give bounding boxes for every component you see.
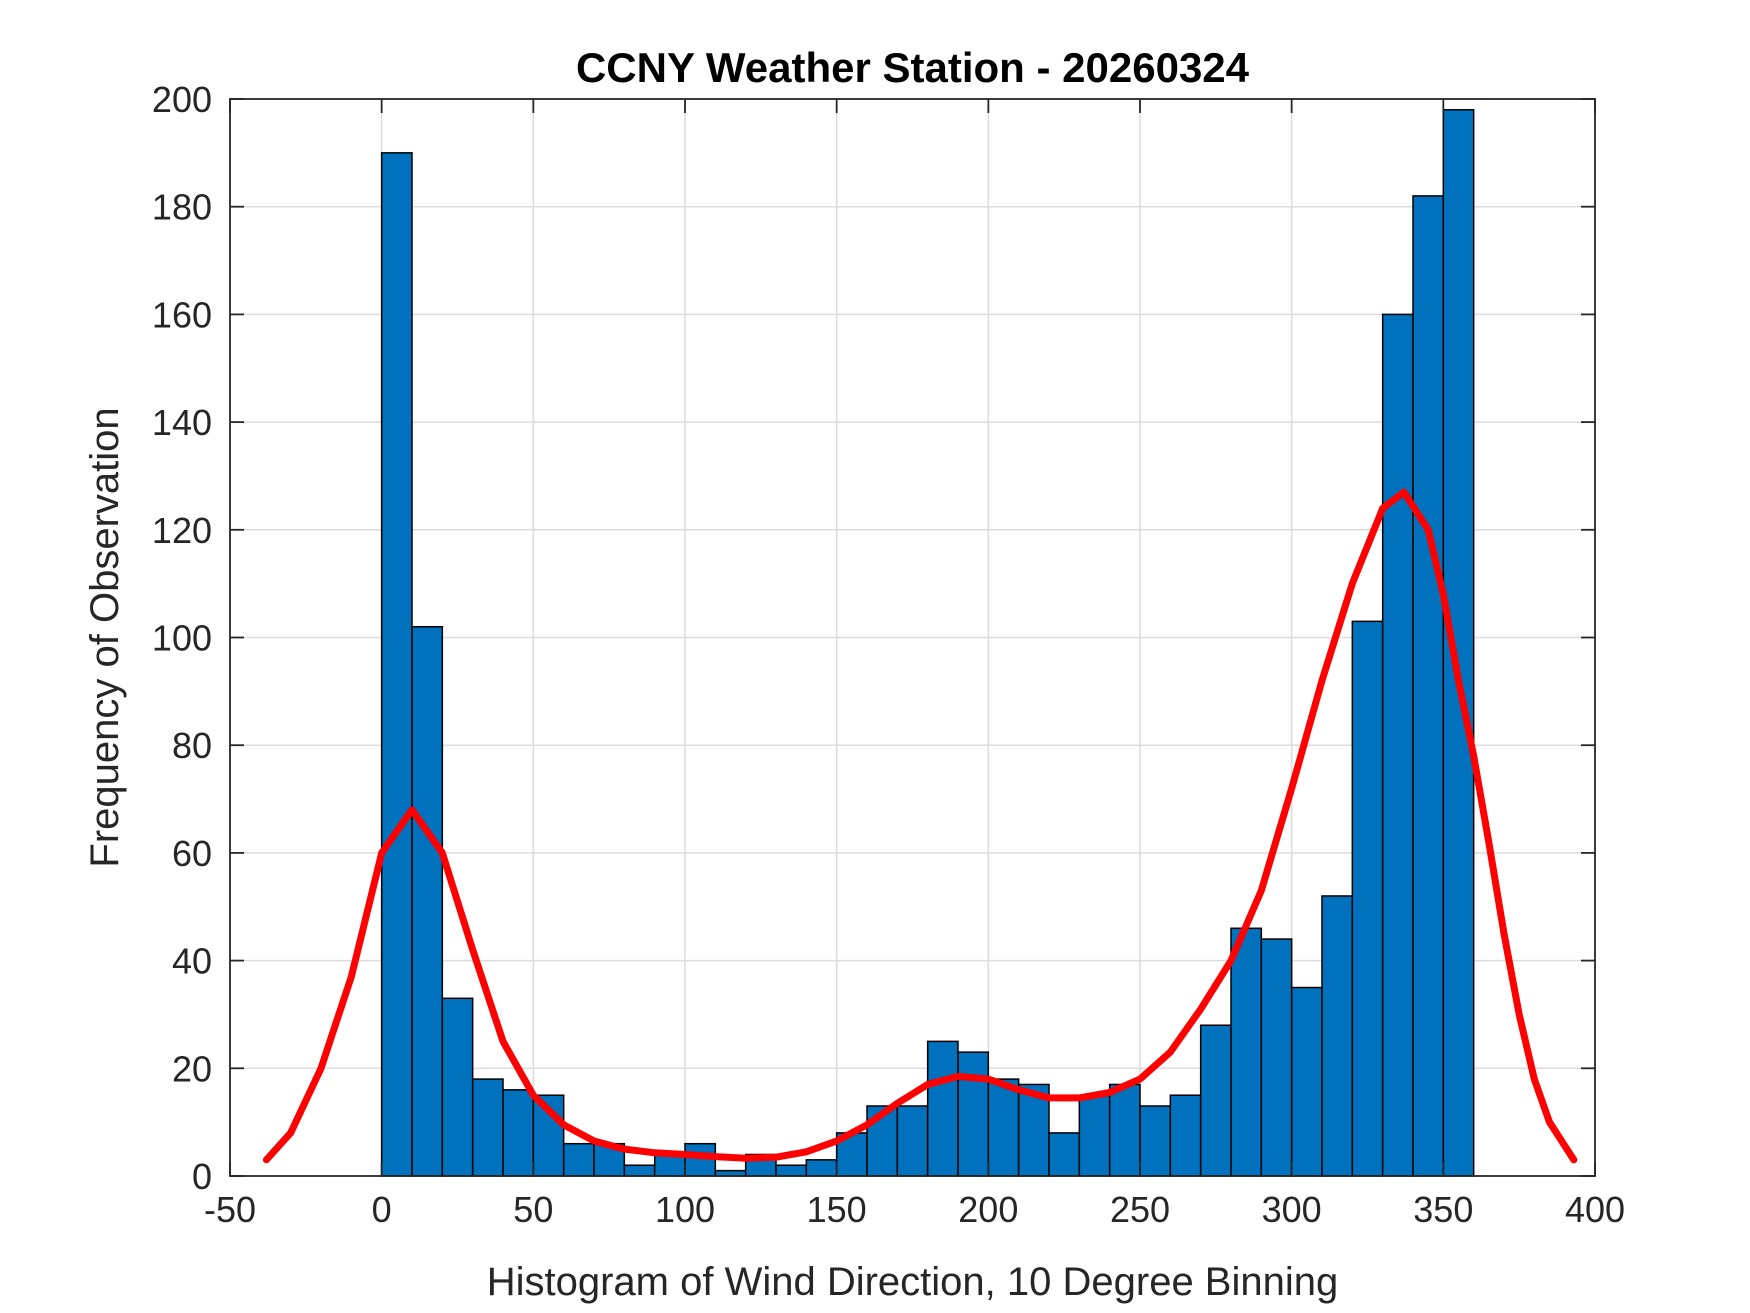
histogram-bar — [623, 1164, 656, 1177]
tick-layer: -50 0 50 100 150 200 250 300 350 4000204060801001… — [152, 79, 1625, 1230]
histogram-bar — [1048, 1132, 1081, 1177]
histogram-bar — [1260, 938, 1293, 1177]
histogram-bar — [380, 152, 413, 1177]
y-tick-label: 60 — [172, 833, 212, 874]
histogram-bar — [866, 1105, 899, 1177]
histogram-bar — [1139, 1105, 1172, 1177]
histogram-bar — [1169, 1094, 1202, 1177]
histogram-bar — [1351, 620, 1384, 1177]
histogram-bar — [1381, 313, 1414, 1177]
y-tick-label: 0 — [192, 1156, 212, 1197]
x-tick-label: 100 — [655, 1189, 715, 1230]
y-tick-label: 140 — [152, 402, 212, 443]
histogram-bar — [1321, 895, 1354, 1177]
x-tick-label: 250 — [1110, 1189, 1170, 1230]
histogram-bar — [411, 625, 444, 1177]
y-tick-label: 80 — [172, 725, 212, 766]
histogram-bar — [805, 1159, 838, 1177]
histogram-bar — [684, 1142, 717, 1177]
histogram-bar — [1412, 195, 1445, 1177]
x-tick-label: 200 — [958, 1189, 1018, 1230]
x-tick-label: -50 — [204, 1189, 256, 1230]
histogram-bar — [1108, 1083, 1141, 1177]
histogram-bar — [896, 1105, 929, 1177]
histogram-bar — [562, 1142, 595, 1177]
chart-title: CCNY Weather Station - 20260324 — [576, 44, 1250, 91]
x-tick-label: 0 — [372, 1189, 392, 1230]
y-tick-label: 20 — [172, 1048, 212, 1089]
y-tick-label: 160 — [152, 294, 212, 335]
y-tick-label: 40 — [172, 941, 212, 982]
histogram-bar — [926, 1040, 959, 1177]
histogram-bar — [1230, 927, 1263, 1177]
histogram-bar — [1290, 986, 1323, 1177]
histogram-bar — [502, 1089, 535, 1177]
histogram-bar — [1078, 1094, 1111, 1177]
histogram-bar — [957, 1051, 990, 1177]
y-tick-label: 120 — [152, 510, 212, 551]
density-curve — [262, 488, 1578, 1164]
y-tick-label: 200 — [152, 79, 212, 120]
histogram-bar — [441, 997, 474, 1177]
x-tick-label: 50 — [513, 1189, 553, 1230]
x-tick-label: 400 — [1565, 1189, 1625, 1230]
x-tick-label: 150 — [807, 1189, 867, 1230]
histogram-bar — [471, 1078, 504, 1177]
histogram-bar — [1199, 1024, 1232, 1177]
y-tick-label: 100 — [152, 618, 212, 659]
x-axis-label: Histogram of Wind Direction, 10 Degree B… — [487, 1260, 1339, 1304]
y-axis-label: Frequency of Observation — [83, 407, 127, 867]
x-tick-label: 350 — [1413, 1189, 1473, 1230]
histogram-bar — [775, 1164, 808, 1177]
y-tick-label: 180 — [152, 187, 212, 228]
x-tick-label: 300 — [1262, 1189, 1322, 1230]
histogram-bar — [1442, 109, 1475, 1177]
histogram-bar — [987, 1078, 1020, 1177]
